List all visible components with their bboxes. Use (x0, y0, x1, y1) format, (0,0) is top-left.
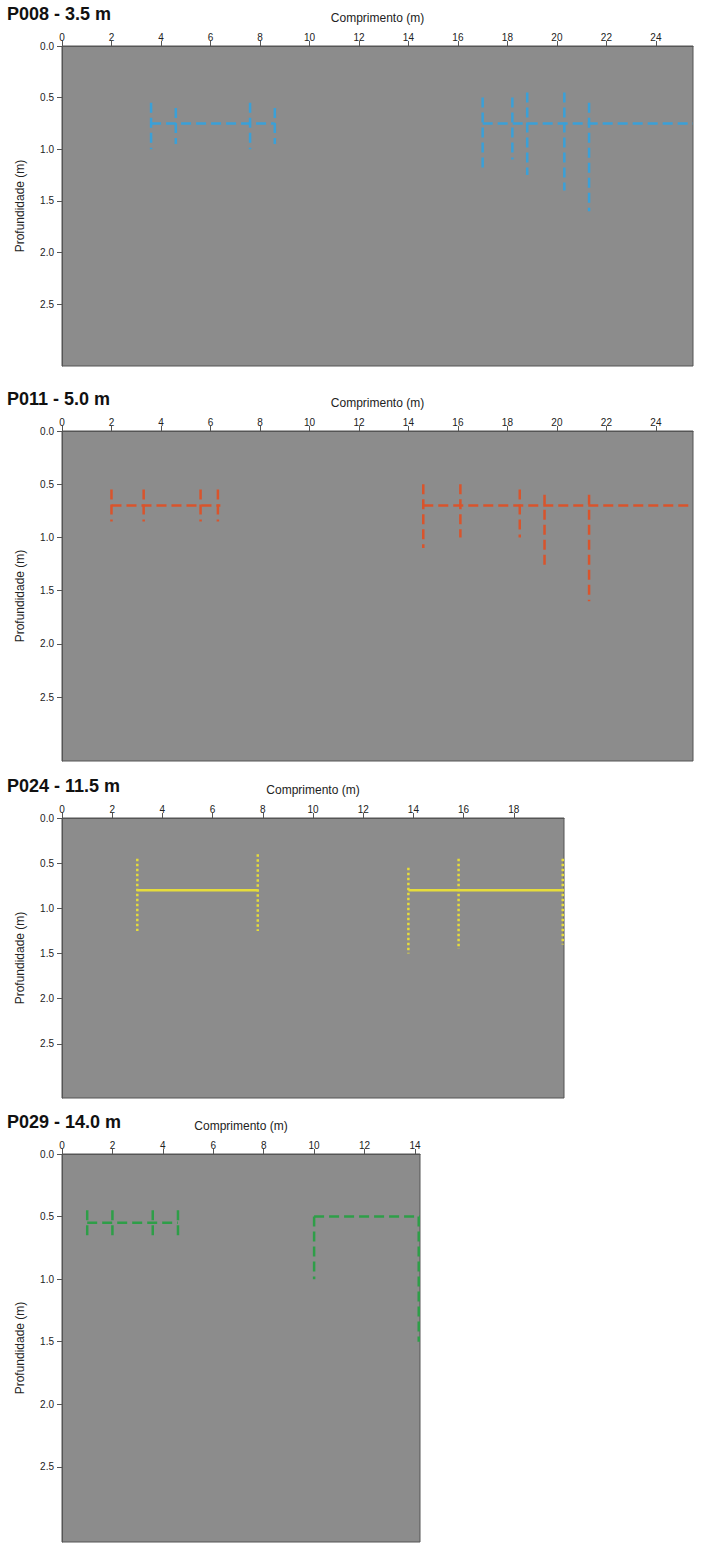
svg-text:2.0: 2.0 (40, 247, 54, 258)
svg-text:Comprimento (m): Comprimento (m) (194, 1119, 287, 1133)
svg-text:24: 24 (650, 417, 662, 428)
svg-text:8: 8 (257, 417, 263, 428)
svg-text:14: 14 (408, 804, 420, 815)
svg-text:0: 0 (59, 417, 65, 428)
svg-text:10: 10 (309, 1140, 321, 1151)
svg-text:1.0: 1.0 (40, 903, 54, 914)
svg-text:20: 20 (551, 417, 563, 428)
svg-text:Comprimento (m): Comprimento (m) (331, 11, 424, 25)
svg-text:4: 4 (160, 1140, 166, 1151)
svg-text:16: 16 (458, 804, 470, 815)
svg-text:0: 0 (59, 32, 65, 43)
svg-text:6: 6 (210, 804, 216, 815)
svg-text:2.0: 2.0 (40, 638, 54, 649)
svg-text:1.5: 1.5 (40, 585, 54, 596)
svg-text:16: 16 (452, 417, 464, 428)
svg-text:2: 2 (109, 804, 115, 815)
svg-text:2.5: 2.5 (40, 1038, 54, 1049)
svg-text:2: 2 (109, 417, 115, 428)
svg-text:6: 6 (210, 1140, 216, 1151)
svg-text:4: 4 (158, 417, 164, 428)
svg-text:2.5: 2.5 (40, 1461, 54, 1472)
svg-text:6: 6 (208, 32, 214, 43)
svg-text:8: 8 (261, 1140, 267, 1151)
svg-text:2.5: 2.5 (40, 692, 54, 703)
svg-text:22: 22 (601, 417, 613, 428)
svg-text:1.0: 1.0 (40, 1274, 54, 1285)
svg-text:0: 0 (59, 1140, 65, 1151)
svg-text:Profundidade (m): Profundidade (m) (13, 912, 27, 1005)
svg-text:0.0: 0.0 (40, 426, 54, 437)
svg-text:0.5: 0.5 (40, 479, 54, 490)
svg-text:P024 - 11.5 m: P024 - 11.5 m (7, 776, 120, 796)
svg-text:14: 14 (409, 1140, 421, 1151)
svg-text:8: 8 (260, 804, 266, 815)
svg-text:4: 4 (158, 32, 164, 43)
svg-text:0.0: 0.0 (40, 1149, 54, 1160)
svg-text:4: 4 (160, 804, 166, 815)
svg-text:1.5: 1.5 (40, 948, 54, 959)
svg-text:24: 24 (650, 32, 662, 43)
svg-text:18: 18 (508, 804, 520, 815)
svg-text:14: 14 (403, 417, 415, 428)
svg-text:6: 6 (208, 417, 214, 428)
svg-text:18: 18 (502, 32, 514, 43)
svg-text:10: 10 (304, 32, 316, 43)
svg-text:1.5: 1.5 (40, 195, 54, 206)
svg-text:10: 10 (304, 417, 316, 428)
svg-text:Profundidade (m): Profundidade (m) (13, 550, 27, 643)
svg-text:12: 12 (359, 1140, 371, 1151)
svg-text:Profundidade (m): Profundidade (m) (13, 160, 27, 253)
svg-text:10: 10 (307, 804, 319, 815)
svg-text:1.5: 1.5 (40, 1336, 54, 1347)
svg-text:Profundidade (m): Profundidade (m) (13, 1302, 27, 1395)
svg-text:1.0: 1.0 (40, 144, 54, 155)
svg-text:2.5: 2.5 (40, 299, 54, 310)
svg-text:2.0: 2.0 (40, 993, 54, 1004)
svg-text:0.5: 0.5 (40, 858, 54, 869)
svg-text:22: 22 (601, 32, 613, 43)
svg-text:12: 12 (353, 417, 365, 428)
svg-text:20: 20 (551, 32, 563, 43)
svg-text:0: 0 (59, 804, 65, 815)
svg-text:0.0: 0.0 (40, 813, 54, 824)
svg-text:12: 12 (358, 804, 370, 815)
svg-text:16: 16 (452, 32, 464, 43)
svg-text:Comprimento (m): Comprimento (m) (331, 396, 424, 410)
svg-text:P011 - 5.0 m: P011 - 5.0 m (7, 389, 110, 409)
svg-text:2: 2 (109, 32, 115, 43)
svg-text:P008 - 3.5 m: P008 - 3.5 m (7, 4, 111, 24)
svg-text:1.0: 1.0 (40, 532, 54, 543)
svg-text:P029 - 14.0 m: P029 - 14.0 m (7, 1112, 121, 1132)
svg-text:14: 14 (403, 32, 415, 43)
svg-text:0.5: 0.5 (40, 92, 54, 103)
svg-text:12: 12 (353, 32, 365, 43)
svg-text:2: 2 (110, 1140, 116, 1151)
svg-text:2.0: 2.0 (40, 1399, 54, 1410)
svg-text:8: 8 (257, 32, 263, 43)
svg-text:0.5: 0.5 (40, 1211, 54, 1222)
svg-text:0.0: 0.0 (40, 41, 54, 52)
svg-text:Comprimento (m): Comprimento (m) (266, 783, 359, 797)
svg-text:18: 18 (502, 417, 514, 428)
